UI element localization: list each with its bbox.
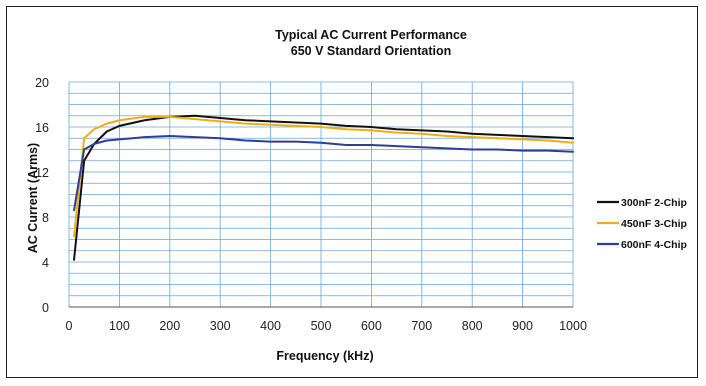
x-tick-labels: 0 100 200 300 400 500 600 700 800 900 1000 bbox=[66, 319, 587, 333]
series-line-300nf-2-chip bbox=[73, 114, 574, 261]
y-tick-label: 12 bbox=[35, 166, 49, 180]
y-tick-label: 4 bbox=[42, 256, 49, 270]
x-axis-label: Frequency (kHz) bbox=[276, 349, 373, 363]
x-tick-label: 1000 bbox=[559, 319, 587, 333]
x-tick-label: 200 bbox=[159, 319, 180, 333]
chart-frame: Typical AC Current Performance 650 V Sta… bbox=[6, 6, 698, 378]
y-tick-label: 0 bbox=[42, 301, 49, 315]
x-tick-label: 400 bbox=[260, 319, 281, 333]
axes bbox=[68, 81, 573, 308]
x-tick-label: 700 bbox=[411, 319, 432, 333]
series-line-450nf-3-chip bbox=[73, 115, 574, 238]
legend-label: 600nF 4-Chip bbox=[621, 239, 687, 251]
series-line-600nf-4-chip bbox=[73, 135, 574, 212]
x-tick-label: 100 bbox=[109, 319, 130, 333]
x-tick-label: 600 bbox=[361, 319, 382, 333]
legend-label: 300nF 2-Chip bbox=[621, 197, 687, 209]
y-tick-label: 8 bbox=[42, 211, 49, 225]
x-tick-label: 300 bbox=[210, 319, 231, 333]
x-tick-label: 500 bbox=[311, 319, 332, 333]
y-tick-labels: 0 4 8 12 16 20 bbox=[35, 76, 49, 315]
x-tick-label: 900 bbox=[512, 319, 533, 333]
chart-title: Typical AC Current Performance bbox=[275, 28, 467, 42]
chart-subtitle: 650 V Standard Orientation bbox=[291, 44, 451, 58]
x-tick-label: 0 bbox=[66, 319, 73, 333]
chart-svg: Typical AC Current Performance 650 V Sta… bbox=[26, 28, 687, 363]
y-axis-label: AC Current (Arms) bbox=[26, 143, 40, 253]
y-tick-label: 16 bbox=[35, 121, 49, 135]
legend-label: 450nF 3-Chip bbox=[621, 218, 687, 230]
x-tick-label: 800 bbox=[462, 319, 483, 333]
y-tick-label: 20 bbox=[35, 76, 49, 90]
grid-lines bbox=[69, 82, 574, 307]
legend: 300nF 2-Chip 450nF 3-Chip 600nF 4-Chip bbox=[597, 197, 687, 251]
series-lines bbox=[73, 114, 574, 261]
